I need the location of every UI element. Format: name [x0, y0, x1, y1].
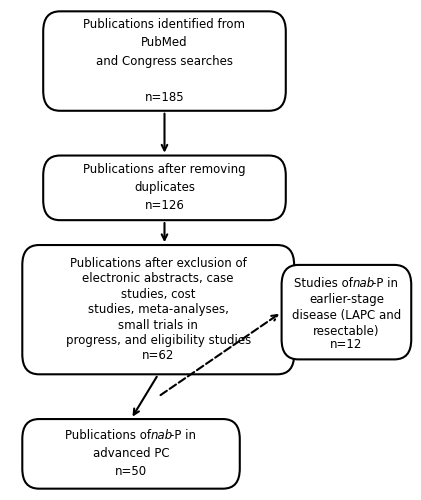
Text: -P in: -P in: [170, 430, 196, 442]
Text: n=62: n=62: [142, 350, 174, 362]
FancyBboxPatch shape: [43, 12, 286, 111]
Text: resectable): resectable): [313, 324, 380, 338]
Text: PubMed: PubMed: [141, 36, 188, 49]
Text: -P in: -P in: [372, 277, 397, 290]
Text: Studies of: Studies of: [294, 277, 357, 290]
Text: earlier-stage: earlier-stage: [309, 292, 384, 306]
Text: nab: nab: [151, 430, 173, 442]
FancyBboxPatch shape: [282, 265, 411, 360]
Text: studies, cost: studies, cost: [121, 288, 195, 301]
FancyBboxPatch shape: [22, 245, 294, 374]
Text: progress, and eligibility studies: progress, and eligibility studies: [66, 334, 251, 347]
Text: Publications of: Publications of: [65, 430, 155, 442]
Text: studies, meta-analyses,: studies, meta-analyses,: [88, 303, 229, 316]
Text: Publications after exclusion of: Publications after exclusion of: [70, 257, 247, 270]
Text: n=126: n=126: [144, 199, 184, 212]
Text: advanced PC: advanced PC: [93, 448, 169, 460]
Text: and Congress searches: and Congress searches: [96, 54, 233, 68]
Text: electronic abstracts, case: electronic abstracts, case: [83, 272, 234, 285]
Text: Publications identified from: Publications identified from: [83, 18, 245, 31]
Text: duplicates: duplicates: [134, 182, 195, 194]
Text: n=12: n=12: [330, 338, 362, 351]
FancyBboxPatch shape: [22, 419, 240, 488]
Text: nab: nab: [352, 277, 374, 290]
FancyBboxPatch shape: [43, 156, 286, 220]
Text: disease (LAPC and: disease (LAPC and: [292, 308, 401, 322]
Text: Publications after removing: Publications after removing: [83, 164, 246, 176]
Text: small trials in: small trials in: [118, 318, 198, 332]
Text: n=185: n=185: [145, 92, 184, 104]
Text: n=50: n=50: [115, 466, 147, 478]
